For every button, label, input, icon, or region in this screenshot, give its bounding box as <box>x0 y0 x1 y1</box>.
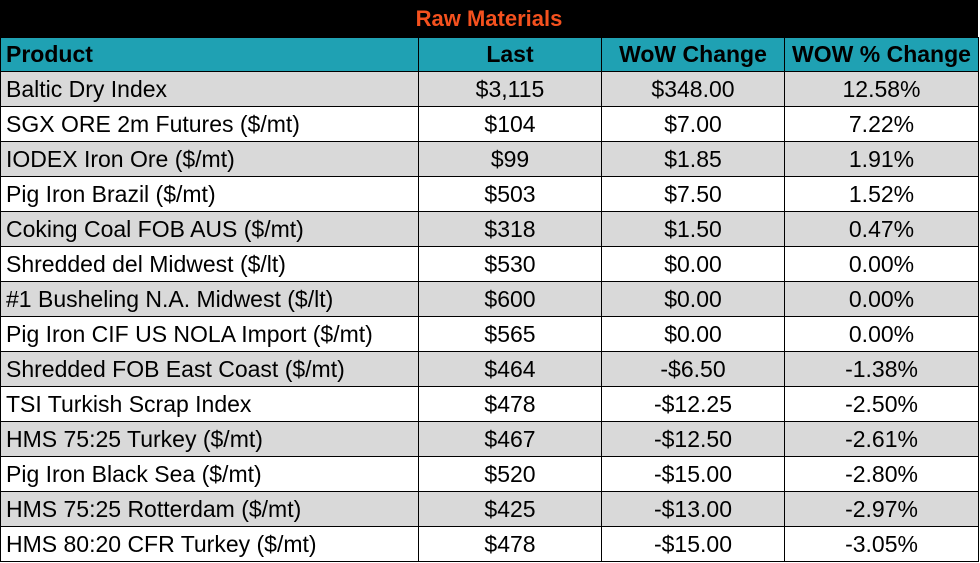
table-title: Raw Materials <box>0 0 978 37</box>
cell-wow-pct-change: 0.00% <box>784 246 979 282</box>
table-row: HMS 75:25 Rotterdam ($/mt) $425 -$13.00 -2.… <box>0 491 979 527</box>
cell-wow-pct-change: 12.58% <box>784 71 979 107</box>
table-row: TSI Turkish Scrap Index $478 -$12.25 -2.50% <box>0 386 979 422</box>
cell-product: #1 Busheling N.A. Midwest ($/lt) <box>0 281 419 317</box>
cell-wow-change: $0.00 <box>601 316 785 352</box>
cell-wow-pct-change: -1.38% <box>784 351 979 387</box>
header-wow-pct-change: WOW % Change <box>784 37 979 72</box>
cell-wow-change: -$12.50 <box>601 421 785 457</box>
table-row: HMS 75:25 Turkey ($/mt) $467 -$12.50 -2.61% <box>0 421 979 457</box>
header-wow-change: WoW Change <box>601 37 785 72</box>
cell-product: HMS 75:25 Rotterdam ($/mt) <box>0 491 419 527</box>
cell-wow-change: $7.00 <box>601 106 785 142</box>
cell-product: TSI Turkish Scrap Index <box>0 386 419 422</box>
cell-wow-pct-change: 0.47% <box>784 211 979 247</box>
header-product: Product <box>0 37 419 72</box>
table-row: SGX ORE 2m Futures ($/mt) $104 $7.00 7.22% <box>0 106 979 142</box>
cell-wow-pct-change: -2.50% <box>784 386 979 422</box>
table-row: IODEX Iron Ore ($/mt) $99 $1.85 1.91% <box>0 141 979 177</box>
cell-wow-pct-change: 0.00% <box>784 316 979 352</box>
cell-last: $467 <box>418 421 602 457</box>
table-row: Shredded FOB East Coast ($/mt) $464 -$6.50… <box>0 351 979 387</box>
table-row: Pig Iron Black Sea ($/mt) $520 -$15.00 -2.8… <box>0 456 979 492</box>
cell-wow-change: -$13.00 <box>601 491 785 527</box>
cell-wow-change: $0.00 <box>601 281 785 317</box>
cell-wow-pct-change: 1.52% <box>784 176 979 212</box>
cell-product: Pig Iron CIF US NOLA Import ($/mt) <box>0 316 419 352</box>
cell-product: Baltic Dry Index <box>0 71 419 107</box>
cell-last: $530 <box>418 246 602 282</box>
cell-product: Pig Iron Brazil ($/mt) <box>0 176 419 212</box>
cell-wow-pct-change: -3.05% <box>784 526 979 562</box>
cell-last: $99 <box>418 141 602 177</box>
cell-wow-pct-change: 7.22% <box>784 106 979 142</box>
cell-last: $3,115 <box>418 71 602 107</box>
cell-wow-change: $7.50 <box>601 176 785 212</box>
table-row: HMS 80:20 CFR Turkey ($/mt) $478 -$15.00 -3… <box>0 526 979 562</box>
cell-last: $520 <box>418 456 602 492</box>
cell-product: HMS 80:20 CFR Turkey ($/mt) <box>0 526 419 562</box>
header-last: Last <box>418 37 602 72</box>
cell-product: Coking Coal FOB AUS ($/mt) <box>0 211 419 247</box>
cell-wow-pct-change: 0.00% <box>784 281 979 317</box>
cell-product: SGX ORE 2m Futures ($/mt) <box>0 106 419 142</box>
cell-last: $503 <box>418 176 602 212</box>
table-row: #1 Busheling N.A. Midwest ($/lt) $600 $0.0… <box>0 281 979 317</box>
table-row: Baltic Dry Index $3,115 $348.00 12.58% <box>0 71 979 107</box>
cell-wow-change: -$15.00 <box>601 526 785 562</box>
cell-product: Shredded FOB East Coast ($/mt) <box>0 351 419 387</box>
cell-wow-change: -$12.25 <box>601 386 785 422</box>
cell-wow-pct-change: -2.61% <box>784 421 979 457</box>
cell-wow-change: $1.50 <box>601 211 785 247</box>
cell-last: $600 <box>418 281 602 317</box>
cell-product: IODEX Iron Ore ($/mt) <box>0 141 419 177</box>
table-row: Pig Iron Brazil ($/mt) $503 $7.50 1.52% <box>0 176 979 212</box>
raw-materials-table: Product Last WoW Change WOW % Change Bal… <box>0 37 979 562</box>
cell-product: Shredded del Midwest ($/lt) <box>0 246 419 282</box>
cell-last: $318 <box>418 211 602 247</box>
cell-wow-change: $1.85 <box>601 141 785 177</box>
cell-product: HMS 75:25 Turkey ($/mt) <box>0 421 419 457</box>
table-row: Pig Iron CIF US NOLA Import ($/mt) $565 $0… <box>0 316 979 352</box>
cell-wow-change: -$6.50 <box>601 351 785 387</box>
cell-wow-change: $0.00 <box>601 246 785 282</box>
header-row: Product Last WoW Change WOW % Change <box>0 37 979 72</box>
cell-product: Pig Iron Black Sea ($/mt) <box>0 456 419 492</box>
cell-last: $478 <box>418 526 602 562</box>
cell-last: $425 <box>418 491 602 527</box>
cell-wow-pct-change: 1.91% <box>784 141 979 177</box>
cell-last: $104 <box>418 106 602 142</box>
cell-wow-pct-change: -2.97% <box>784 491 979 527</box>
table-row: Coking Coal FOB AUS ($/mt) $318 $1.50 0.47% <box>0 211 979 247</box>
cell-wow-change: $348.00 <box>601 71 785 107</box>
cell-wow-change: -$15.00 <box>601 456 785 492</box>
table-row: Shredded del Midwest ($/lt) $530 $0.00 0.00… <box>0 246 979 282</box>
cell-last: $478 <box>418 386 602 422</box>
cell-wow-pct-change: -2.80% <box>784 456 979 492</box>
cell-last: $565 <box>418 316 602 352</box>
cell-last: $464 <box>418 351 602 387</box>
